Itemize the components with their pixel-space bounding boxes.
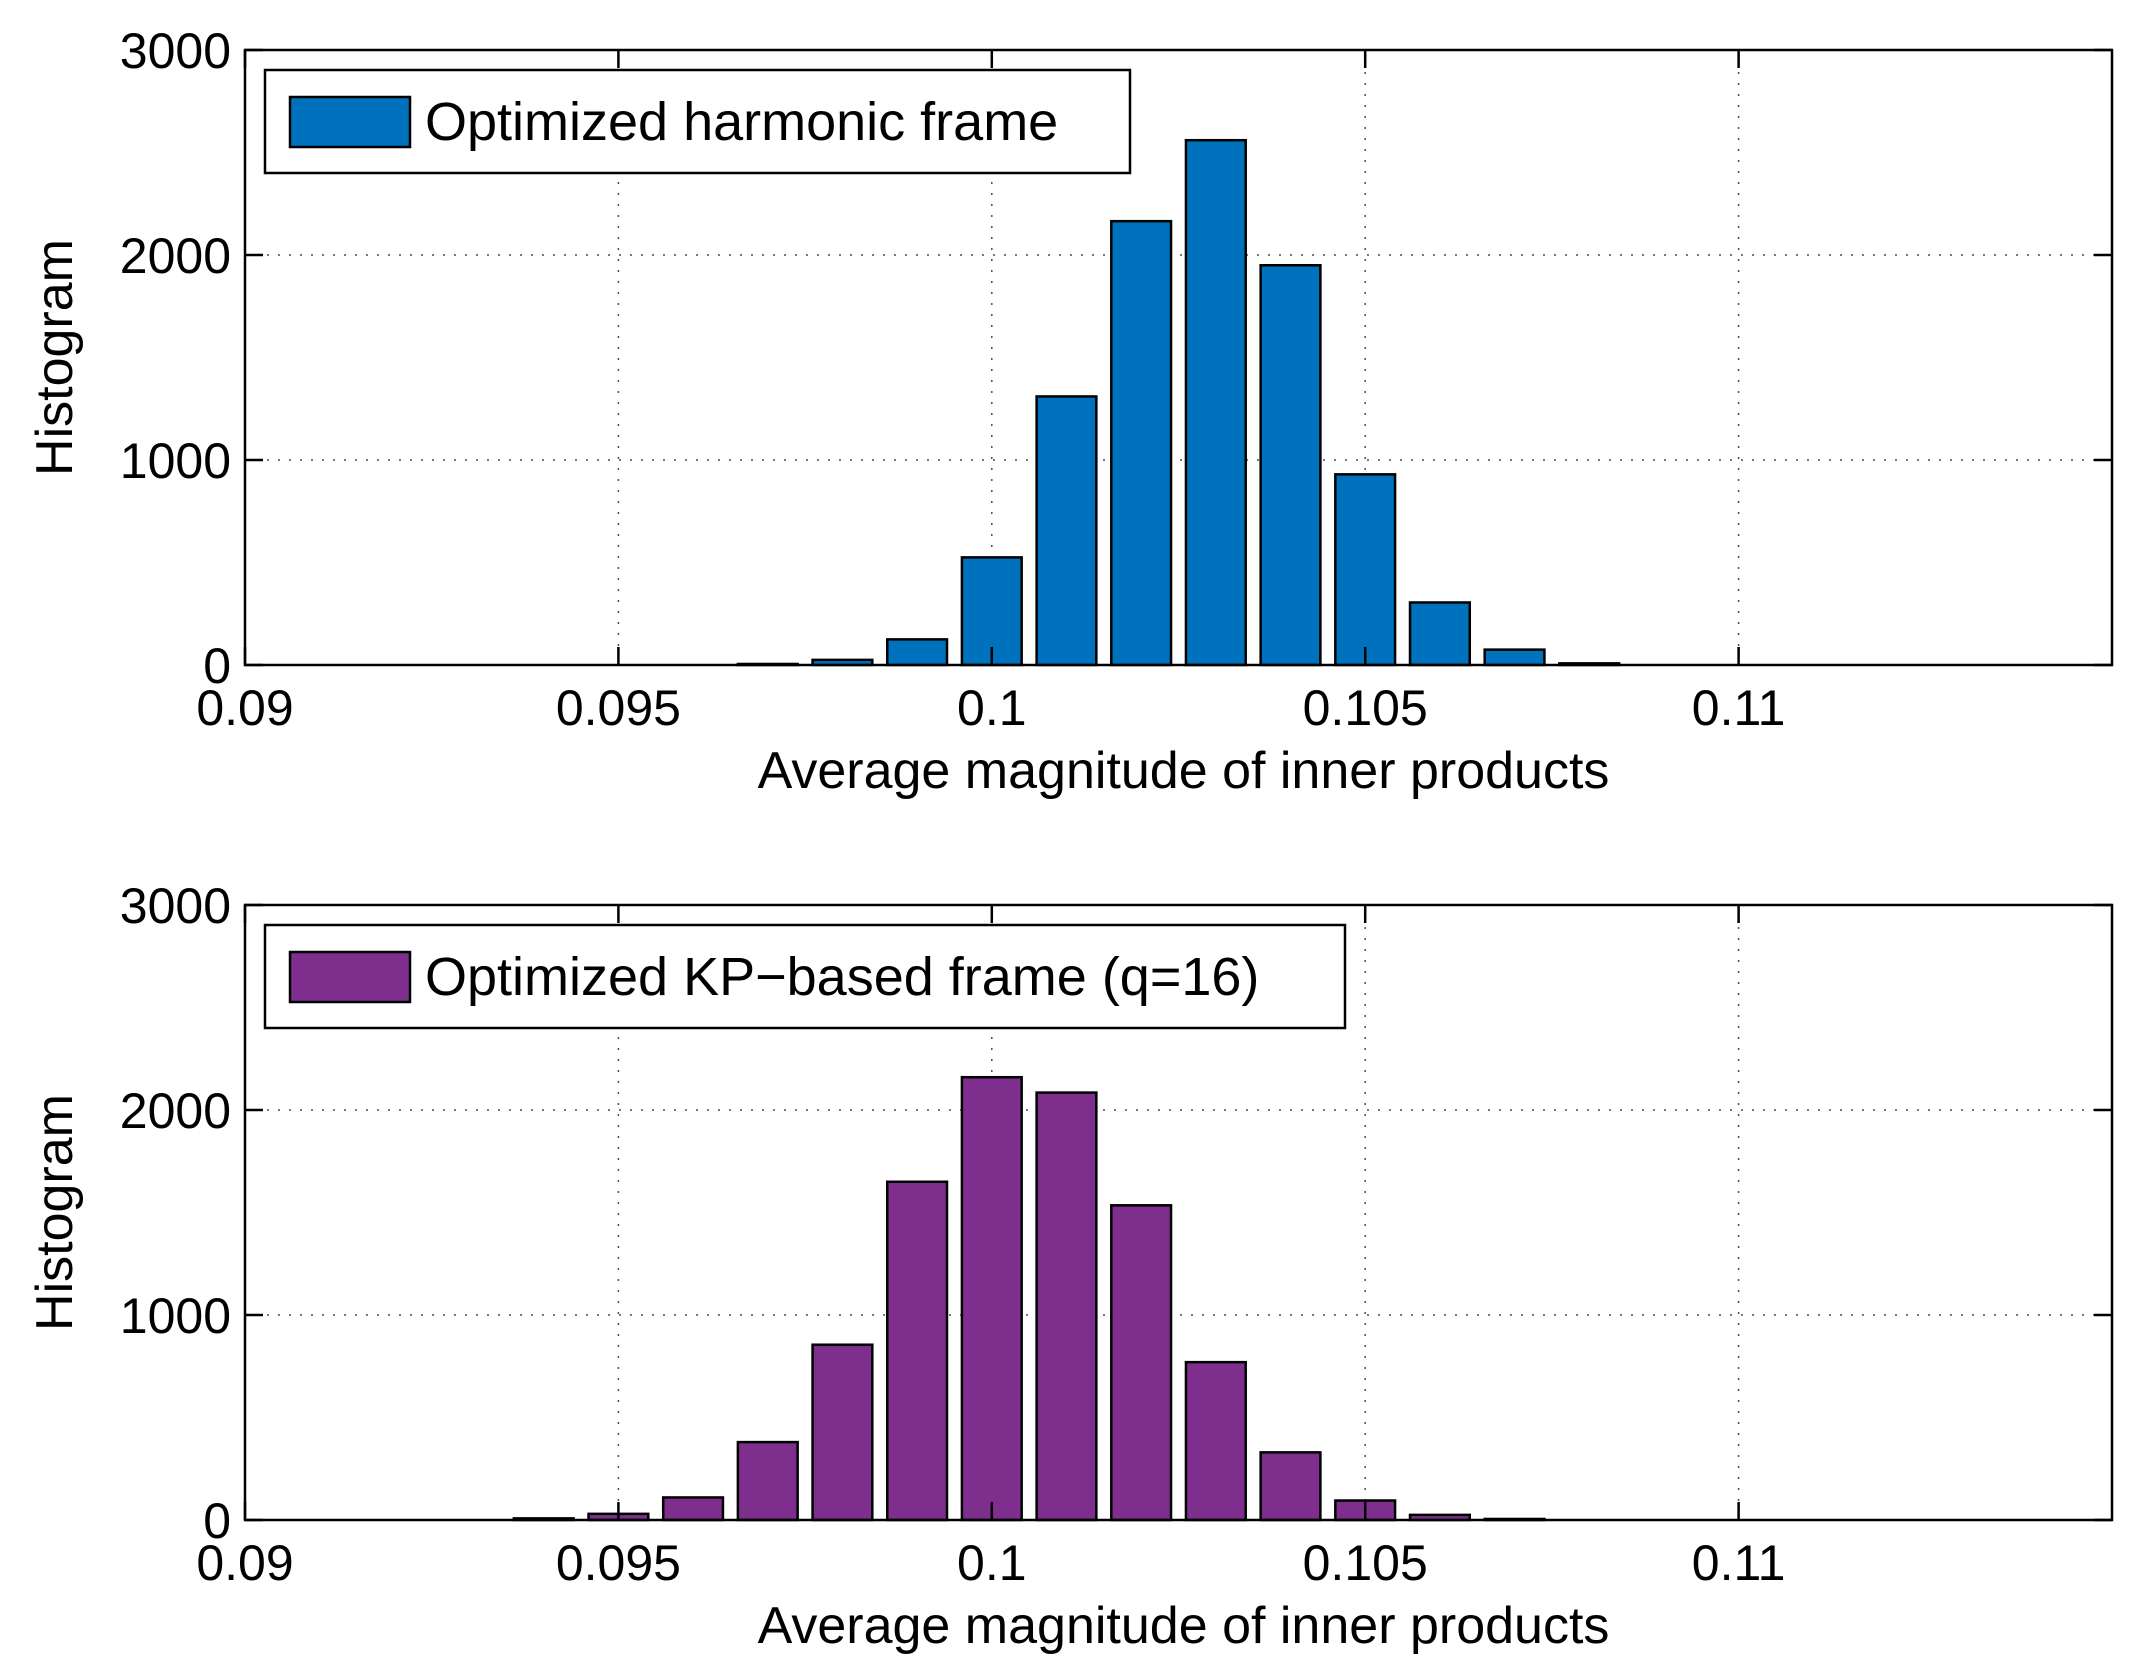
histogram-bar: [1184, 138, 1247, 667]
legend: Optimized harmonic frame: [263, 68, 1132, 175]
y-tick-label: 1000: [120, 1288, 231, 1344]
x-axis-label: Average magnitude of inner products: [758, 1597, 1610, 1655]
y-tick-label: 2000: [120, 1083, 231, 1139]
legend: Optimized KP−based frame (q=16): [263, 923, 1347, 1030]
histogram-bar: [1408, 601, 1472, 667]
x-tick-label: 0.105: [1303, 680, 1428, 736]
x-tick-label: 0.105: [1303, 1535, 1428, 1591]
legend-label: Optimized KP−based frame (q=16): [425, 947, 1259, 1007]
axes-box: [243, 903, 2114, 1522]
legend-label: Optimized harmonic frame: [425, 92, 1058, 152]
histogram-bar: [1259, 264, 1322, 667]
y-axis-label: Histogram: [26, 1094, 84, 1331]
x-tick-label: 0.1: [957, 1535, 1027, 1591]
x-tick-label: 0.11: [1692, 680, 1786, 736]
histogram-bar: [960, 1075, 1023, 1522]
legend-swatch: [288, 950, 412, 1004]
y-tick-label: 3000: [120, 878, 231, 934]
y-tick-label: 2000: [120, 228, 231, 284]
top-histogram-panel: 0.09 0.095 0.1 0.105 0.11 0 1000 2000 3000 Averag…: [26, 23, 2114, 800]
histogram-bar: [811, 1343, 874, 1522]
x-tick-label: 0.11: [1692, 1535, 1786, 1591]
y-axis-label: Histogram: [26, 239, 84, 476]
x-tick-label: 0.09: [196, 680, 293, 736]
x-tick-label: 0.1: [957, 680, 1027, 736]
bottom-histogram-panel: 0.09 0.095 0.1 0.105 0.11 0 1000 2000 3000 Averag…: [26, 878, 2114, 1655]
x-axis-label: Average magnitude of inner products: [758, 742, 1610, 800]
axes-box: [243, 48, 2114, 667]
y-tick-label: 0: [203, 638, 231, 694]
x-tick-label: 0.095: [556, 1535, 681, 1591]
x-tick-label: 0.095: [556, 680, 681, 736]
histogram-bar: [1184, 1360, 1247, 1522]
histogram-bar: [885, 1180, 949, 1522]
x-tick-label: 0.09: [196, 1535, 293, 1591]
histogram-bar: [1035, 395, 1098, 667]
legend-box: [263, 923, 1347, 1030]
histogram-bar: [885, 638, 949, 667]
y-tick-label: 3000: [120, 23, 231, 79]
histogram-bar: [736, 1440, 799, 1522]
histogram-bar: [1483, 648, 1546, 667]
histogram-bar: [661, 1496, 725, 1522]
legend-swatch: [288, 95, 412, 149]
histogram-bar: [1035, 1091, 1098, 1522]
y-tick-label: 0: [203, 1493, 231, 1549]
y-tick-label: 1000: [120, 433, 231, 489]
histogram-bar: [1259, 1451, 1322, 1522]
histogram-bar: [1110, 1204, 1173, 1522]
histogram-bar: [1334, 473, 1397, 667]
histogram-bar: [1110, 219, 1173, 667]
